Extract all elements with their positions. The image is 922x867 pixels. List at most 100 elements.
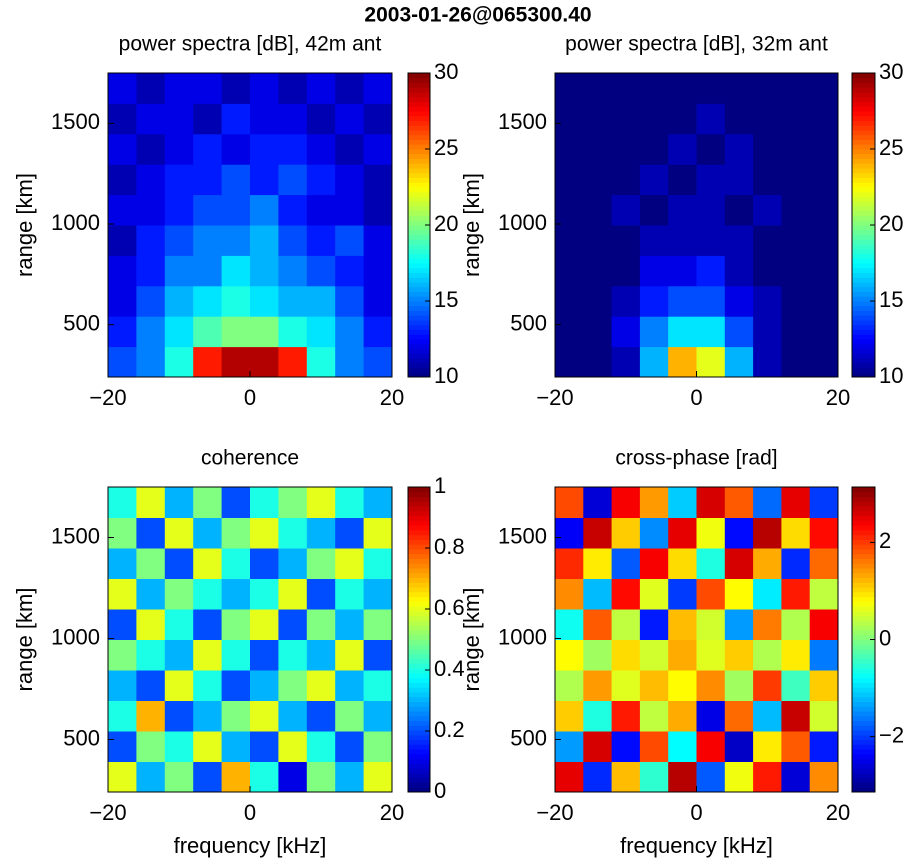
heatmap-cell xyxy=(250,103,279,135)
heatmap-cell xyxy=(363,700,393,732)
heatmap-cell xyxy=(164,639,194,671)
heatmap-cell xyxy=(250,73,279,104)
colorbar-step xyxy=(408,649,430,655)
heatmap-cell xyxy=(306,517,336,549)
heatmap-cell xyxy=(809,194,839,226)
heatmap-cell xyxy=(108,517,137,549)
heatmap-cell xyxy=(555,285,584,317)
heatmap-cell xyxy=(753,670,782,701)
colorbar-step xyxy=(852,339,875,345)
heatmap-cell xyxy=(781,731,811,762)
heatmap-cell xyxy=(363,73,393,104)
colorbar-step xyxy=(852,715,875,722)
heatmap-cell xyxy=(335,670,365,701)
colorbar-step xyxy=(408,225,430,231)
colorbar-step xyxy=(852,777,875,783)
colorbar-step xyxy=(852,329,875,335)
colorbar-step xyxy=(852,220,875,226)
colorbar-step xyxy=(852,291,875,297)
heatmap-cell xyxy=(136,761,166,793)
heatmap-cell xyxy=(363,609,393,640)
heatmap-cell xyxy=(221,639,251,671)
colorbar-step xyxy=(408,749,430,755)
heatmap-cell xyxy=(108,578,137,610)
colorbar-step xyxy=(408,601,430,607)
heatmap-cell xyxy=(221,700,251,732)
heatmap-cell xyxy=(611,103,641,135)
heatmap-cell xyxy=(193,578,223,610)
x-axis-label: frequency [kHz] xyxy=(620,833,773,858)
heatmap-cell xyxy=(583,255,613,287)
heatmap-cell xyxy=(306,285,336,317)
heatmap-cell xyxy=(781,164,811,196)
heatmap-cell xyxy=(193,164,223,196)
colorbar-step xyxy=(408,291,430,297)
colorbar-step xyxy=(852,229,875,235)
colorbar-step xyxy=(852,639,875,645)
colorbar-step xyxy=(852,348,875,354)
heatmap-cell xyxy=(335,700,365,732)
heatmap-cell xyxy=(583,346,613,378)
colorbar-step xyxy=(408,753,430,760)
heatmap-cell xyxy=(164,487,194,518)
colorbar-step xyxy=(408,258,430,264)
heatmap-cell xyxy=(611,164,641,196)
colorbar-step xyxy=(852,620,875,626)
colorbar-step xyxy=(408,710,430,717)
colorbar-step xyxy=(408,572,430,579)
colorbar-step xyxy=(408,296,430,302)
heatmap-cell xyxy=(639,487,669,518)
heatmap-cell xyxy=(136,548,166,579)
heatmap-cell xyxy=(278,194,308,226)
x-tick-label: −20 xyxy=(89,800,126,825)
heatmap-cell xyxy=(250,487,279,518)
heatmap-cell xyxy=(335,487,365,518)
heatmap-cell xyxy=(278,133,308,165)
colorbar-step xyxy=(408,615,430,621)
heatmap-cell xyxy=(193,103,223,135)
colorbar-step xyxy=(408,534,430,540)
heatmap-cell xyxy=(306,731,336,762)
colorbar-step xyxy=(408,772,430,779)
x-tick-label: −20 xyxy=(89,385,126,410)
heatmap-cell xyxy=(753,316,782,348)
colorbar-step xyxy=(408,272,430,278)
heatmap-cell xyxy=(639,639,669,671)
heatmap-cell xyxy=(668,609,697,640)
heatmap-cell xyxy=(221,609,251,640)
colorbar-step xyxy=(852,358,875,364)
colorbar-step xyxy=(408,758,430,764)
heatmap-cell xyxy=(363,285,393,317)
heatmap-cell xyxy=(696,731,726,762)
heatmap-cell xyxy=(696,700,726,732)
x-tick-label: −20 xyxy=(536,800,573,825)
y-tick-label: 1500 xyxy=(51,523,100,548)
heatmap-cell xyxy=(781,285,811,317)
colorbar-step xyxy=(852,115,875,121)
colorbar-step xyxy=(408,539,430,545)
heatmap-cell xyxy=(193,548,223,579)
heatmap-cell xyxy=(164,700,194,732)
colorbar-step xyxy=(408,73,430,79)
heatmap-cell xyxy=(335,578,365,610)
heatmap-cell xyxy=(753,578,782,610)
colorbar-step xyxy=(852,87,875,93)
x-tick-label: 0 xyxy=(690,800,702,825)
colorbar-step xyxy=(408,315,430,321)
heatmap-cell xyxy=(164,346,194,378)
heatmap-cell xyxy=(753,609,782,640)
colorbar-step xyxy=(852,96,875,102)
heatmap-cell xyxy=(555,731,584,762)
heatmap-cell xyxy=(250,700,279,732)
heatmap-cell xyxy=(753,346,782,378)
heatmap-cell xyxy=(250,731,279,762)
colorbar-step xyxy=(852,539,875,545)
heatmap-cell xyxy=(639,316,669,348)
heatmap-cell xyxy=(335,103,365,135)
heatmap-cell xyxy=(278,285,308,317)
colorbar-step xyxy=(852,177,875,183)
colorbar-step xyxy=(408,510,430,517)
colorbar-step xyxy=(852,196,875,202)
heatmap-cell xyxy=(306,103,336,135)
colorbar-step xyxy=(852,130,875,136)
